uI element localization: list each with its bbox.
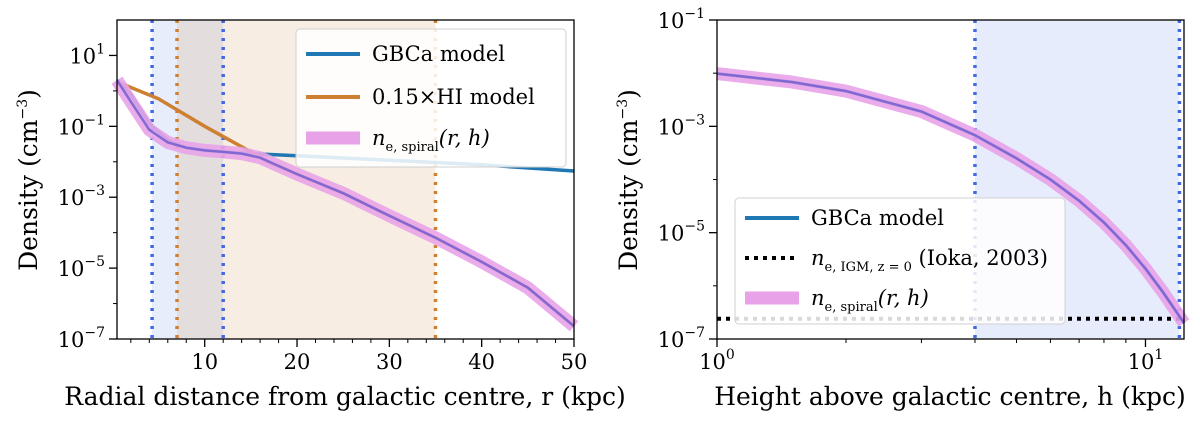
left-x-tick-label-0: 10: [191, 350, 218, 374]
right-ticks: 100 101 10−7 10−5 10−3 10−1: [658, 6, 1164, 374]
left-y-axis-label: Density (cm−3): [14, 89, 43, 271]
left-x-tick-label-4: 50: [561, 350, 588, 374]
right-series-line-2: [716, 72, 1186, 324]
left-ticks: 10 20 30 40 50 10−7 10−5 10−3 10−1 101: [58, 41, 588, 374]
left-chart: 10 20 30 40 50 10−7 10−5 10−3 10−1 101 Radial dis…: [14, 19, 626, 411]
right-x-tick-label-1: 101: [1128, 347, 1164, 374]
right-x-axis-label: Height above galactic centre, h (kpc): [714, 382, 1186, 411]
left-y-tick-label-1: 10−5: [58, 254, 105, 281]
left-y-tick-label-3: 10−1: [58, 112, 105, 139]
left-legend-label-hi: 0.15×HI model: [372, 85, 535, 109]
left-legend-box: [295, 28, 567, 168]
left-x-tick-label-2: 30: [376, 350, 403, 374]
left-legend: GBCa model 0.15×HI model ne, spiral(r, h…: [295, 28, 567, 168]
left-legend-label-gbca: GBCa model: [372, 42, 505, 66]
left-y-tick-label-2: 10−3: [58, 183, 105, 210]
left-x-axis-label: Radial distance from galactic centre, r …: [64, 382, 626, 411]
left-x-tick-label-3: 40: [468, 350, 495, 374]
left-series-line-2: [115, 79, 575, 328]
right-chart: 100 101 10−7 10−5 10−3 10−1 Height above gala…: [614, 6, 1190, 411]
right-legend-label-spiral: ne, spiral(r, h): [811, 286, 929, 315]
right-legend-label-gbca: GBCa model: [811, 206, 944, 230]
right-legend: GBCa model ne, IGM, z = 0 (Ioka, 2003) n…: [734, 197, 1066, 325]
right-legend-label-igm: ne, IGM, z = 0 (Ioka, 2003): [811, 246, 1048, 275]
right-x-tick-label-0: 100: [699, 347, 735, 374]
left-plot-frame: [116, 19, 575, 340]
left-shaded-region-0: [152, 20, 224, 339]
left-y-tick-label-0: 10−7: [58, 325, 105, 352]
left-y-tick-label-4: 101: [69, 41, 105, 68]
right-y-tick-label-3: 10−1: [658, 6, 705, 33]
left-x-tick-label-1: 20: [284, 350, 311, 374]
left-series-group: [111, 76, 579, 332]
right-y-tick-label-0: 10−7: [658, 325, 705, 352]
right-y-tick-label-2: 10−3: [658, 112, 705, 139]
right-y-axis-label: Density (cm−3): [614, 89, 643, 271]
right-y-tick-label-1: 10−5: [658, 219, 705, 246]
right-legend-box: [734, 197, 1066, 325]
left-legend-label-spiral: ne, spiral(r, h): [372, 126, 490, 155]
right-series-group: [716, 67, 1190, 327]
